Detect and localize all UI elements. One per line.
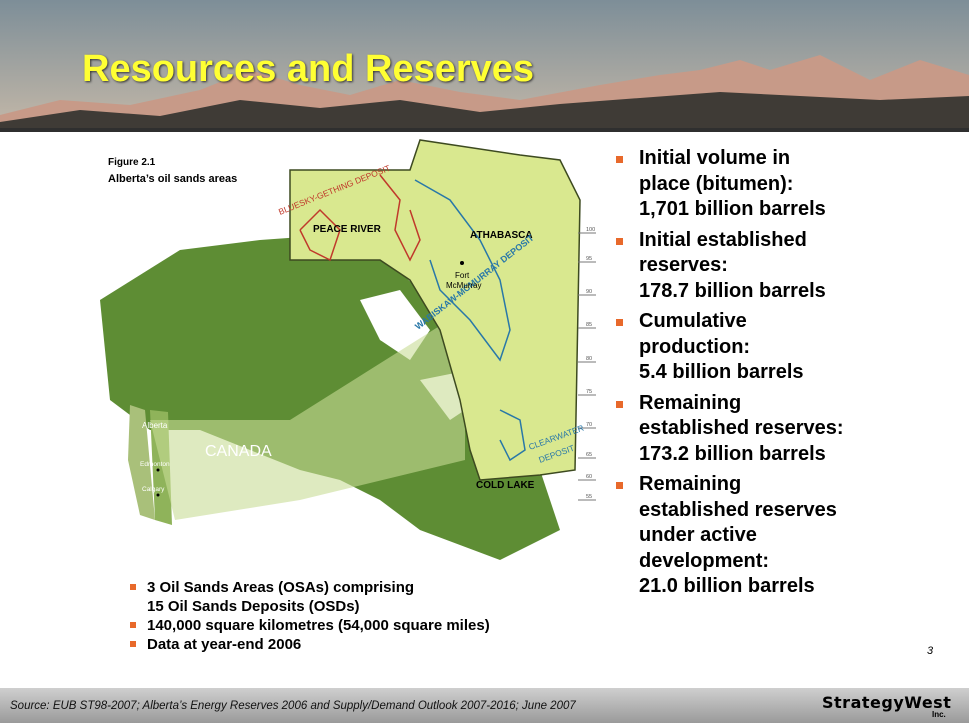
logo-sub: Inc. bbox=[932, 710, 946, 719]
page-number: 3 bbox=[927, 645, 933, 657]
bullet-line: Cumulative bbox=[639, 309, 962, 335]
slide: Figure 2.1 Alberta’s oil sands areas BLU… bbox=[0, 0, 969, 723]
grid-label: 85 bbox=[586, 322, 592, 328]
bullet-line: reserves: bbox=[639, 253, 962, 279]
grid-label: 80 bbox=[586, 356, 592, 362]
grid-label: 95 bbox=[586, 256, 592, 262]
map-label: Edmonton bbox=[140, 461, 170, 468]
bullet-line: place (bitumen): bbox=[639, 172, 962, 198]
bullet-line: 21.0 billion barrels bbox=[639, 574, 962, 600]
bullet-line: 1,701 billion barrels bbox=[639, 197, 962, 223]
bullet-line: 15 Oil Sands Deposits (OSDs) bbox=[147, 597, 588, 616]
slide-title: Resources and Reserves bbox=[82, 48, 534, 91]
bullet-line: established reserves bbox=[639, 498, 962, 524]
map-label: COLD LAKE bbox=[476, 480, 535, 491]
bullet-line: 3 Oil Sands Areas (OSAs) comprising bbox=[147, 578, 588, 597]
map-label: Calgary bbox=[142, 486, 165, 493]
bullet-line: development: bbox=[639, 549, 962, 575]
bullet-line: Remaining bbox=[639, 391, 962, 417]
bullet-line: Remaining bbox=[639, 472, 962, 498]
grid-label: 65 bbox=[586, 452, 592, 458]
map-label: CANADA bbox=[205, 443, 272, 460]
bullet-line: 5.4 billion barrels bbox=[639, 360, 962, 386]
map-label: Fort bbox=[455, 271, 470, 280]
bullet-line: 178.7 billion barrels bbox=[639, 279, 962, 305]
bullet-item: Data at year-end 2006 bbox=[128, 635, 588, 654]
bullet-line: Data at year-end 2006 bbox=[147, 635, 588, 654]
map-label: McMurray bbox=[446, 281, 482, 290]
map-label: Alberta bbox=[142, 421, 168, 430]
grid-label: 55 bbox=[586, 494, 592, 500]
bullet-line: Initial established bbox=[639, 228, 962, 254]
figure-label: Figure 2.1 bbox=[108, 157, 156, 168]
bullet-line: under active bbox=[639, 523, 962, 549]
grid-label: 90 bbox=[586, 289, 592, 295]
grid-label: 70 bbox=[586, 422, 592, 428]
grid-label: 60 bbox=[586, 474, 592, 480]
bullet-line: 140,000 square kilometres (54,000 square… bbox=[147, 616, 588, 635]
grid-label: 100 bbox=[586, 227, 595, 233]
grid-label: 75 bbox=[586, 389, 592, 395]
bullet-line: Initial volume in bbox=[639, 146, 962, 172]
bullet-line: production: bbox=[639, 335, 962, 361]
map-label: PEACE RIVER bbox=[313, 224, 382, 235]
source-note: Source: EUB ST98-2007; Alberta’s Energy … bbox=[10, 700, 576, 712]
bullet-line: established reserves: bbox=[639, 416, 962, 442]
bullet-item: 140,000 square kilometres (54,000 square… bbox=[128, 616, 588, 635]
bullet-line: 173.2 billion barrels bbox=[639, 442, 962, 468]
map-caption: Alberta’s oil sands areas bbox=[108, 173, 237, 185]
